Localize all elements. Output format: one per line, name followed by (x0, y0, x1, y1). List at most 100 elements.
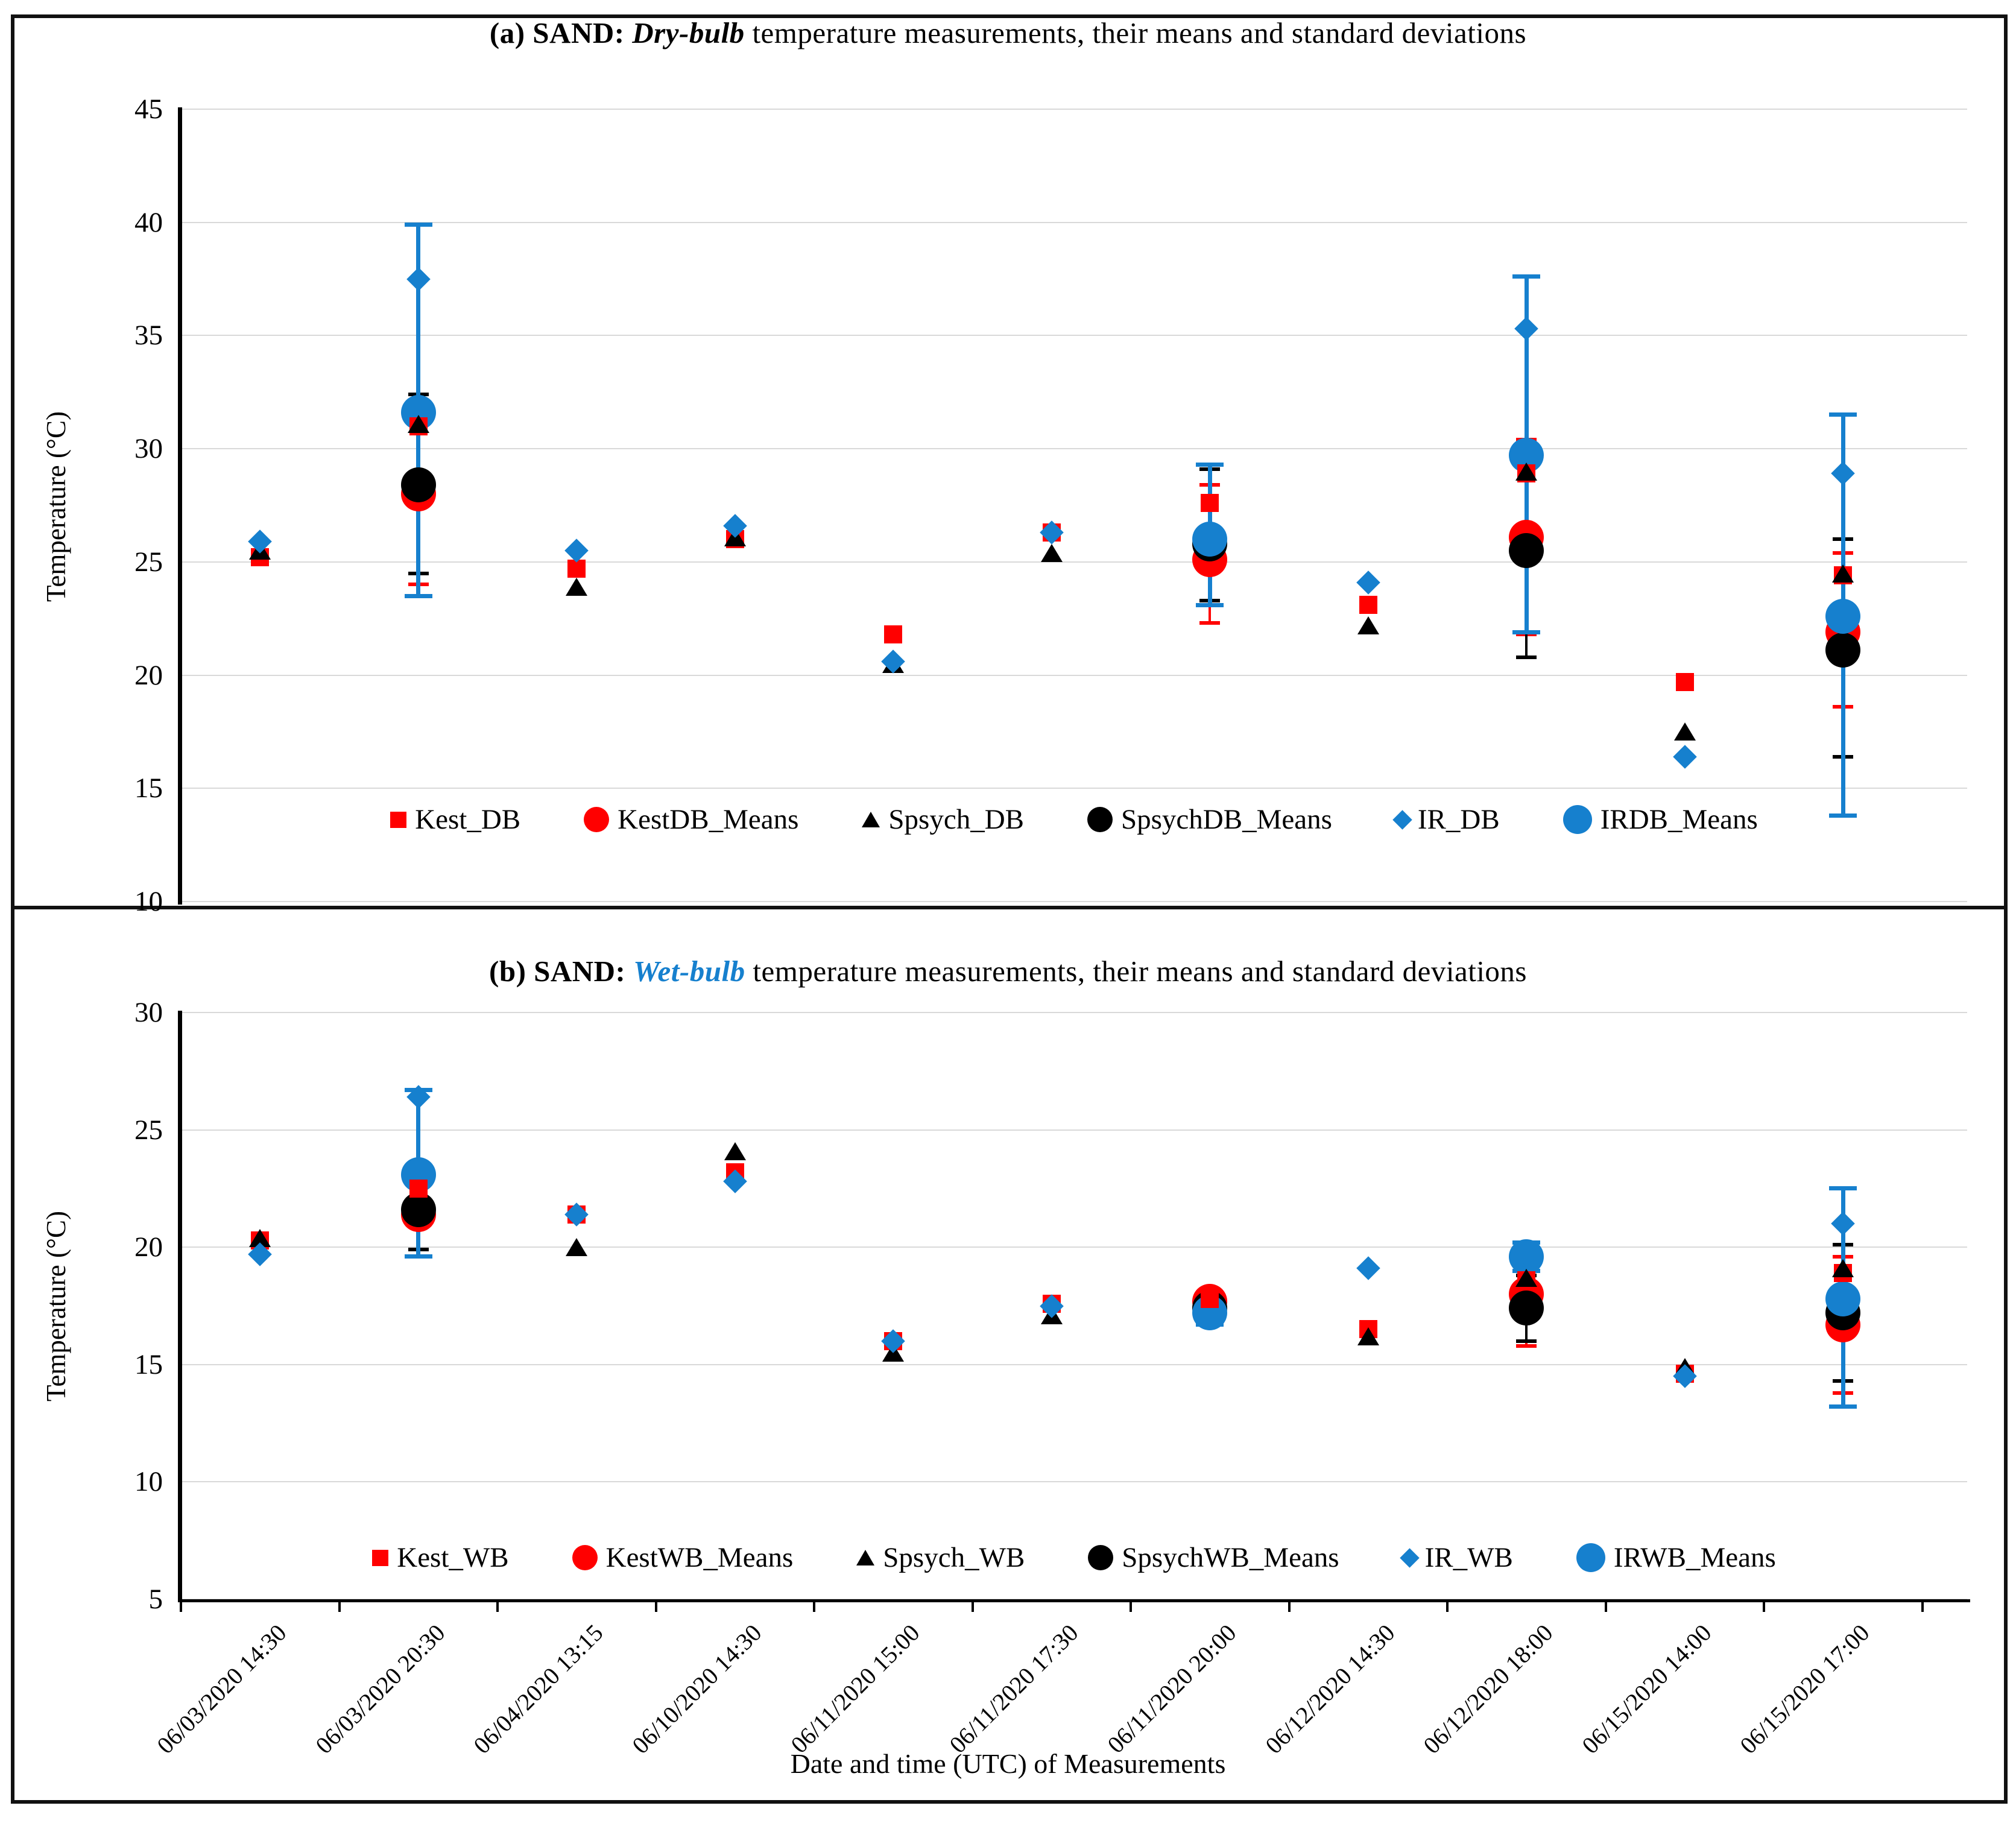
diamond-icon (1399, 1547, 1420, 1568)
x-axis-tick (1604, 1601, 1607, 1612)
circle-icon (1576, 1543, 1605, 1572)
data-point-Spsych_DB (407, 414, 429, 433)
y-tick-label: 25 (134, 546, 163, 578)
x-axis-tick (338, 1601, 341, 1612)
data-point-Spsych_DB (1357, 616, 1379, 634)
gridline (181, 1246, 1967, 1248)
y-tick-label: 15 (134, 772, 163, 804)
data-point-Kest_WB (409, 1179, 428, 1198)
y-tick-label: 30 (134, 433, 163, 465)
square-icon (372, 1549, 389, 1566)
legend-label: Kest_WB (397, 1542, 509, 1573)
data-point-Kest_WB (1201, 1289, 1219, 1308)
data-point-Kest_DB (884, 625, 903, 643)
legend-item: IR_WB (1399, 1541, 1513, 1574)
error-bar-cap (404, 593, 432, 598)
gridline (181, 674, 1967, 676)
data-point-Spsych_DB (1515, 462, 1538, 481)
data-point-mean-SpsychDB_Means (1825, 633, 1861, 668)
error-bar-cap (404, 1254, 432, 1259)
data-point-mean-SpsychDB_Means (400, 467, 436, 503)
panel-b-title-prefix: (b) SAND: (489, 955, 634, 988)
y-tick-label: 45 (134, 93, 163, 125)
circle-icon (584, 807, 610, 832)
data-point-mean-IRDB_Means (1825, 598, 1861, 634)
legend-item: SpsychDB_Means (1087, 803, 1332, 836)
gridline (181, 1012, 1967, 1013)
y-tick-label: 20 (134, 1231, 163, 1263)
triangle-icon (856, 1550, 875, 1565)
legend-label: Spsych_WB (883, 1542, 1025, 1573)
circle-icon (572, 1545, 598, 1570)
gridline (181, 1129, 1967, 1131)
error-bar-cap (1196, 462, 1224, 467)
legend-label: IRWB_Means (1613, 1542, 1776, 1573)
error-bar-cap (1516, 655, 1537, 659)
legend-item: Spsych_DB (862, 803, 1024, 836)
gridline (181, 335, 1967, 336)
data-point-Spsych_WB (1832, 1259, 1854, 1278)
y-axis-line (178, 1011, 182, 1602)
data-point-Spsych_WB (1515, 1268, 1538, 1287)
panel-a-title-prefix: (a) SAND: (489, 16, 633, 49)
panel-b-title-rest: temperature measurements, their means an… (745, 955, 1527, 988)
gridline (181, 561, 1967, 563)
legend-item: IRWB_Means (1576, 1541, 1776, 1574)
circle-icon (1088, 1545, 1114, 1570)
gridline (181, 901, 1967, 902)
legend-label: Kest_DB (415, 804, 521, 835)
triangle-icon (862, 812, 880, 827)
legend-panel-a: Kest_DB KestDB_Means Spsych_DB SpsychDB_Mea… (181, 803, 1967, 836)
legend-label: SpsychDB_Means (1121, 804, 1332, 835)
panel-a-title: (a) SAND: Dry-bulb temperature measureme… (0, 16, 2016, 50)
gridline (181, 1481, 1967, 1483)
x-axis-line (178, 1599, 1970, 1602)
legend-label: IR_WB (1424, 1542, 1513, 1573)
error-bar-cap (1199, 621, 1221, 625)
error-bar-cap (1516, 1344, 1537, 1348)
legend-item: Spsych_WB (856, 1541, 1025, 1574)
error-bar-cap (1829, 813, 1857, 818)
data-point-Kest_DB (1359, 596, 1377, 614)
data-point-mean-SpsychWB_Means (1509, 1291, 1544, 1326)
panel-divider (11, 906, 2008, 909)
x-axis-tick (654, 1601, 657, 1612)
circle-icon (1563, 805, 1592, 834)
data-point-Spsych_DB (566, 578, 588, 596)
panel-b-title: (b) SAND: Wet-bulb temperature measureme… (0, 954, 2016, 988)
data-point-Kest_DB (1201, 494, 1219, 513)
legend-label: SpsychWB_Means (1122, 1542, 1339, 1573)
data-point-mean-IRWB_Means (1825, 1281, 1861, 1316)
gridline (181, 221, 1967, 223)
panel-b-title-emphasis: Wet-bulb (633, 955, 745, 988)
legend-label: KestWB_Means (605, 1542, 794, 1573)
legend-label: IR_DB (1417, 804, 1500, 835)
data-point-Spsych_WB (724, 1142, 746, 1160)
y-tick-label: 20 (134, 659, 163, 691)
error-bar-cap (1512, 274, 1541, 279)
error-bar-cap (1829, 412, 1857, 417)
panel-a-title-rest: temperature measurements, their means an… (744, 16, 1527, 49)
x-axis-tick (1288, 1601, 1291, 1612)
legend-item: IR_DB (1392, 803, 1500, 836)
error-bar-cap (404, 222, 432, 227)
legend-item: SpsychWB_Means (1088, 1541, 1339, 1574)
y-tick-label: 40 (134, 206, 163, 238)
legend-item: KestDB_Means (584, 803, 798, 836)
error-bar-cap (1516, 1339, 1537, 1343)
data-point-mean-SpsychWB_Means (400, 1192, 436, 1227)
error-bar-cap (1829, 1404, 1857, 1409)
gridline (181, 109, 1967, 110)
error-bar-cap (1829, 1186, 1857, 1191)
legend-item: Kest_DB (390, 803, 520, 836)
data-point-Spsych_WB (1357, 1327, 1379, 1346)
panel-a-title-emphasis: Dry-bulb (632, 16, 745, 49)
data-point-Spsych_DB (1832, 564, 1854, 583)
y-tick-label: 10 (134, 886, 163, 917)
panel-a-y-axis-label: Temperature (°C) (41, 411, 71, 602)
data-point-Spsych_DB (1040, 543, 1063, 562)
x-axis-tick (180, 1601, 182, 1612)
x-axis-title: Date and time (UTC) of Measurements (790, 1748, 1226, 1779)
legend-label: Spsych_DB (888, 804, 1024, 835)
data-point-Spsych_WB (566, 1238, 588, 1257)
